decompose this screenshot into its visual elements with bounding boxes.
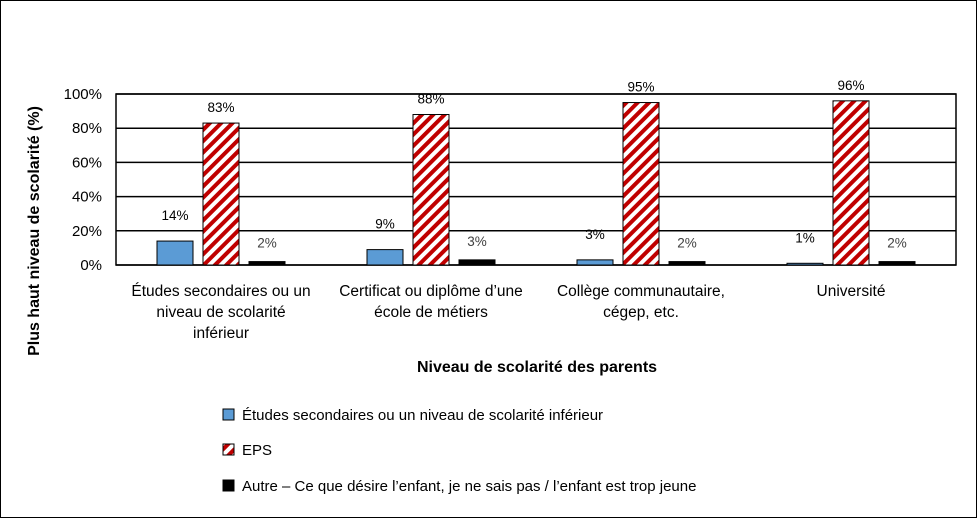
bar-3 [668,261,706,266]
legend-entry: Autre – Ce que désire l’enfant, je ne sa… [242,478,696,495]
bar-2 [622,102,660,266]
bar-2 [412,114,450,266]
bar-layer [156,100,916,266]
data-label: 96% [837,78,864,93]
bar-1 [576,259,614,266]
legend-swatch [222,479,235,492]
data-label: 83% [207,100,234,115]
y-tick-label: 60% [72,154,102,171]
x-tick-label: Collège communautaire, [557,283,725,300]
bar-2 [832,100,870,266]
x-tick-label: niveau de scolarité [156,304,285,321]
x-tick-label: école de métiers [374,304,488,321]
y-tick-label: 100% [64,86,102,103]
x-tick-label: cégep, etc. [603,304,679,321]
data-label: 2% [257,236,277,251]
bar-2 [202,122,240,266]
data-label: 9% [375,217,395,232]
data-label: 88% [417,92,444,107]
legend-entry: EPS [242,442,272,459]
bar-1 [366,249,404,266]
y-tick-label: 0% [80,257,102,274]
legend-entry: Études secondaires ou un niveau de scola… [242,407,603,424]
data-label: 95% [627,80,654,95]
bar-3 [878,261,916,266]
data-label: 3% [467,234,487,249]
label-layer: 14% 83% 2% Études secondaires ou un niveau d… [131,78,906,342]
bar-3 [248,261,286,266]
x-tick-label: Études secondaires ou un [131,283,310,300]
legend: Études secondaires ou un niveau de scola… [222,407,696,495]
data-label: 2% [677,236,697,251]
y-axis-title: Plus haut niveau de scolarité (%) [26,106,43,356]
legend-swatch [222,408,235,421]
plot-area [115,93,957,266]
data-label: 14% [161,208,188,223]
legend-swatch [222,443,235,456]
bar-3 [458,259,496,266]
x-tick-label: Université [817,283,886,300]
data-label: 2% [887,236,907,251]
data-label: 1% [795,230,815,245]
grid-layer: 0% 20% 40% 60% 80% 100% [64,86,957,274]
y-tick-label: 80% [72,120,102,137]
bar-1 [156,240,194,266]
bar-1 [786,262,824,266]
data-label: 3% [585,227,605,242]
y-tick-label: 20% [72,223,102,240]
x-tick-label: Certificat ou diplôme d’une [339,283,523,300]
y-tick-label: 40% [72,189,102,206]
x-tick-label: inférieur [193,325,249,342]
x-axis-title: Niveau de scolarité des parents [417,359,657,376]
